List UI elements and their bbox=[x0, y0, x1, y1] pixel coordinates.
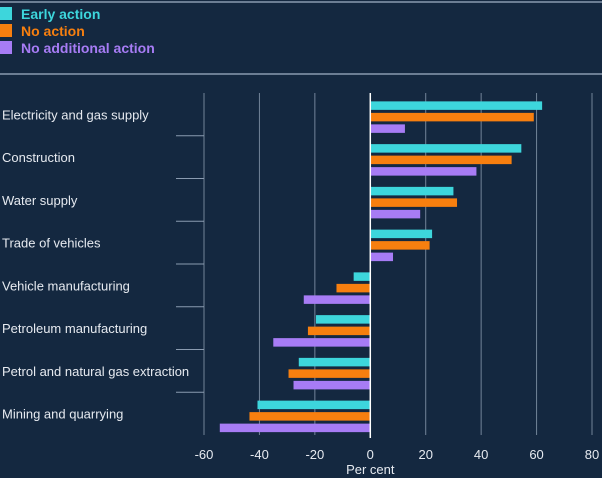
x-tick-label: -20 bbox=[305, 447, 324, 462]
category-label: Electricity and gas supply bbox=[2, 107, 149, 122]
x-tick-label: 0 bbox=[367, 447, 374, 462]
x-tick-label: 20 bbox=[418, 447, 432, 462]
bar bbox=[288, 369, 371, 378]
legend-label: Early action bbox=[21, 6, 100, 22]
bar bbox=[353, 272, 371, 281]
x-tick-label: 80 bbox=[585, 447, 599, 462]
x-tick-label: -40 bbox=[250, 447, 269, 462]
bar bbox=[370, 124, 405, 133]
bar bbox=[370, 209, 421, 219]
bar bbox=[370, 112, 534, 122]
category-label: Trade of vehicles bbox=[2, 236, 101, 251]
bar bbox=[370, 144, 522, 153]
legend-label: No additional action bbox=[21, 40, 155, 56]
category-label: Petrol and natural gas extraction bbox=[2, 364, 189, 379]
bar bbox=[370, 241, 430, 250]
category-label: Water supply bbox=[2, 193, 78, 208]
bar bbox=[370, 252, 394, 262]
bar bbox=[336, 283, 371, 293]
x-tick-label: -60 bbox=[195, 447, 214, 462]
bar bbox=[219, 423, 371, 433]
bar bbox=[370, 229, 433, 239]
bar bbox=[315, 315, 371, 324]
bar bbox=[370, 186, 454, 196]
bar bbox=[298, 357, 371, 367]
bar bbox=[370, 167, 477, 176]
x-tick-label: 40 bbox=[474, 447, 488, 462]
bar bbox=[303, 295, 371, 304]
category-label: Vehicle manufacturing bbox=[2, 278, 130, 293]
category-label: Construction bbox=[2, 150, 75, 165]
bar bbox=[257, 400, 371, 410]
bar bbox=[370, 155, 512, 165]
bar bbox=[307, 326, 371, 336]
bar bbox=[273, 338, 371, 347]
category-label: Mining and quarrying bbox=[2, 407, 123, 422]
bar bbox=[249, 412, 371, 421]
bar bbox=[370, 101, 543, 110]
x-tick-label: 60 bbox=[529, 447, 543, 462]
legend-swatch bbox=[0, 41, 12, 54]
bar bbox=[370, 198, 458, 207]
x-axis-label: Per cent bbox=[346, 462, 395, 477]
legend-swatch bbox=[0, 7, 12, 20]
legend-swatch bbox=[0, 24, 12, 37]
legend-label: No action bbox=[21, 23, 85, 39]
category-label: Petroleum manufacturing bbox=[2, 321, 147, 336]
bar bbox=[293, 380, 371, 390]
